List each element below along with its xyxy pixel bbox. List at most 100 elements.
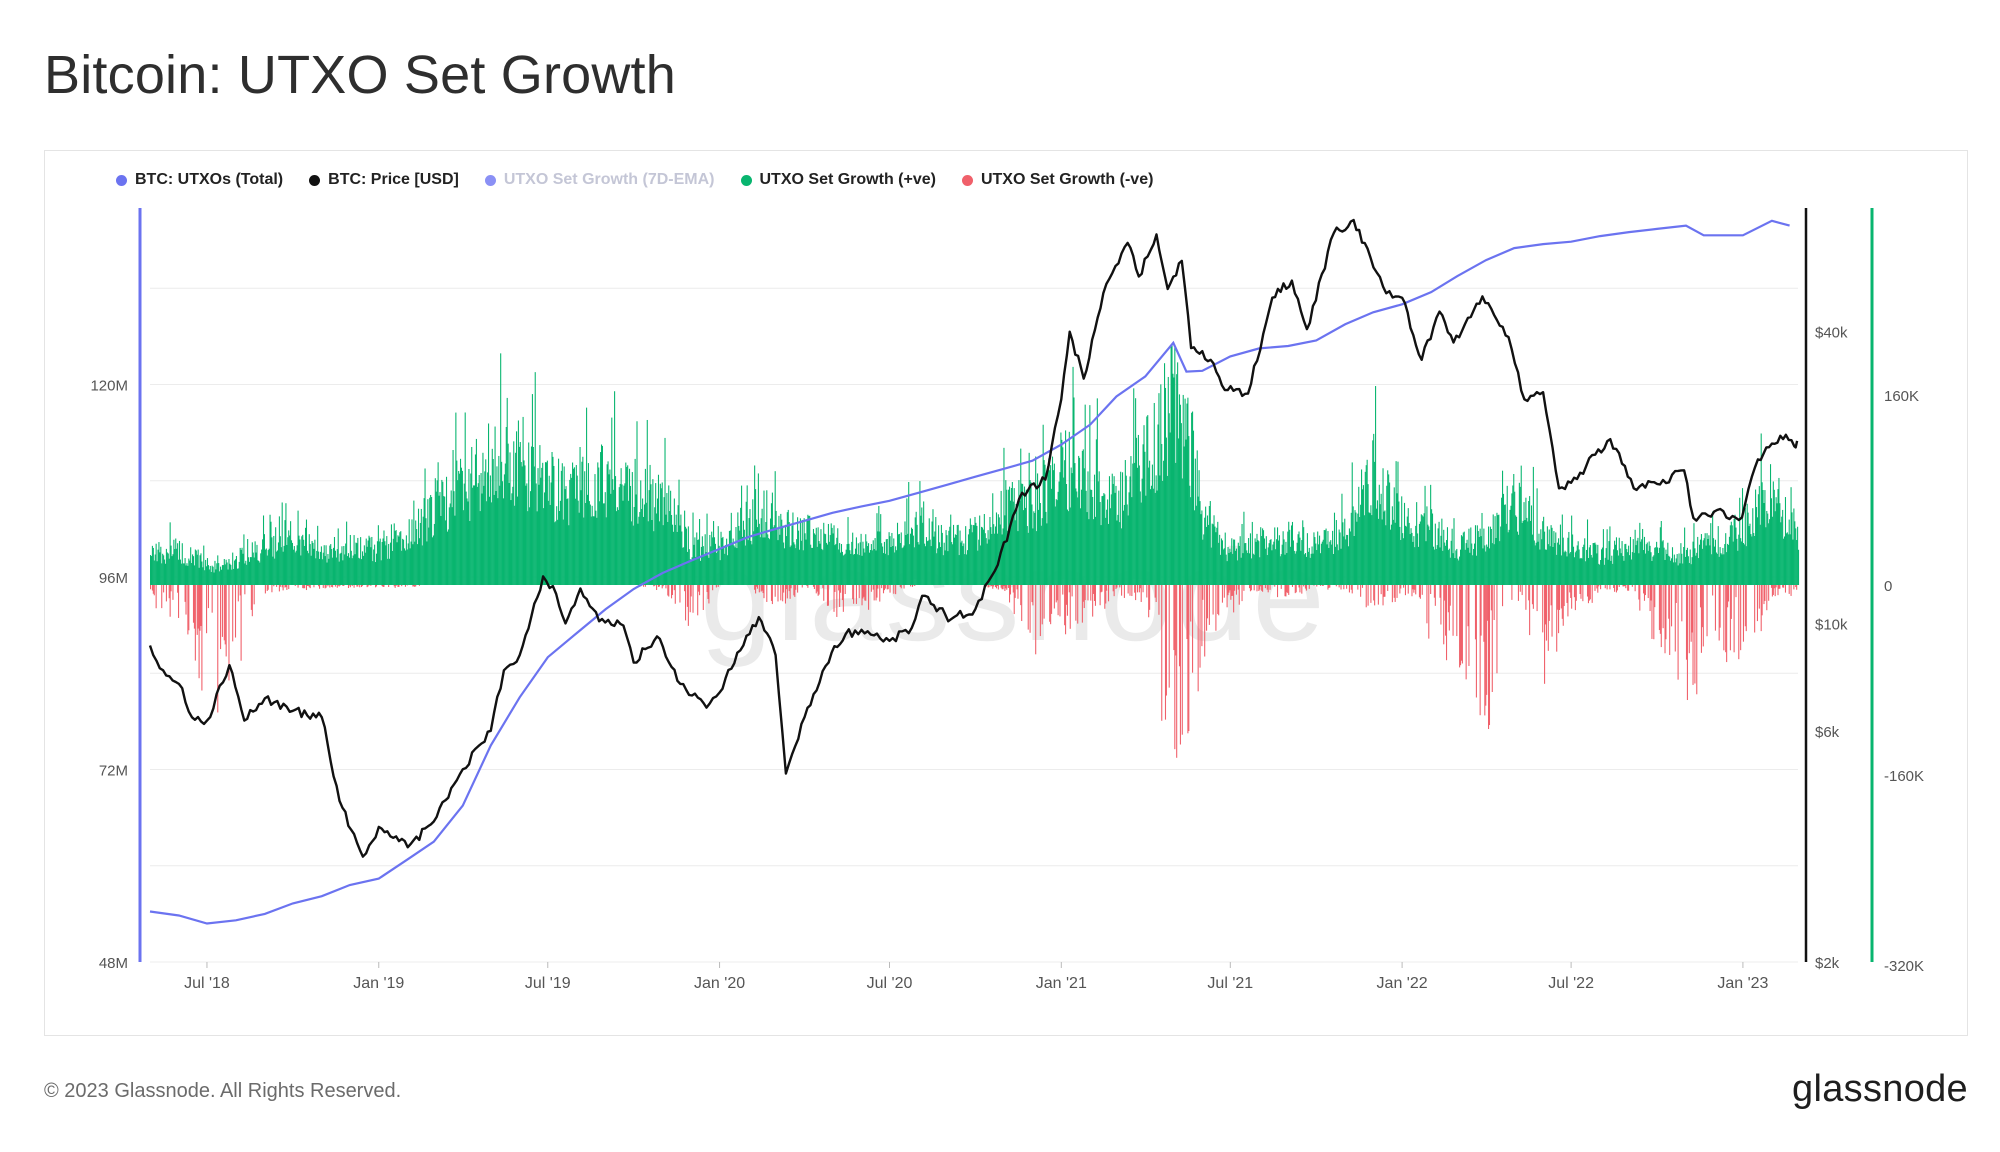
growth-bar-positive: [1150, 485, 1153, 585]
growth-bar-positive: [1647, 550, 1649, 585]
growth-bar-positive: [1069, 507, 1071, 585]
growth-bar-positive: [814, 534, 816, 585]
legend-item-utxos-total[interactable]: BTC: UTXOs (Total): [116, 171, 283, 189]
growth-bar-positive: [645, 502, 647, 585]
growth-bar-negative: [1447, 585, 1449, 613]
growth-bar-positive: [729, 530, 731, 585]
growth-bar-positive: [804, 533, 806, 585]
growth-bar-positive: [1660, 521, 1662, 585]
legend-item-positive-growth[interactable]: UTXO Set Growth (+ve): [740, 171, 936, 189]
growth-bar-positive: [765, 522, 767, 585]
growth-bar-positive: [1596, 553, 1598, 585]
growth-bar-positive: [1713, 546, 1716, 585]
growth-bar-negative: [1075, 585, 1077, 621]
growth-bar-negative: [1119, 585, 1121, 588]
growth-bar-positive: [1427, 524, 1429, 585]
growth-bar-negative: [1768, 585, 1770, 601]
growth-bar-positive: [1699, 539, 1702, 585]
growth-bar-positive: [829, 535, 831, 585]
growth-bar-negative: [353, 585, 355, 588]
growth-bar-positive: [812, 528, 815, 585]
growth-bar-negative: [1178, 585, 1181, 667]
growth-bar-positive: [199, 555, 201, 585]
growth-bar-positive: [840, 552, 842, 585]
legend-item-negative-growth[interactable]: UTXO Set Growth (-ve): [961, 171, 1153, 189]
growth-bar-positive: [815, 527, 817, 585]
growth-bar-positive: [604, 492, 606, 585]
growth-bar-positive: [634, 458, 636, 585]
growth-bar-negative: [1374, 585, 1376, 606]
growth-bar-positive: [836, 537, 838, 585]
growth-bar-positive: [1192, 430, 1195, 585]
growth-bar-positive: [670, 490, 672, 585]
growth-bar-negative: [1099, 585, 1101, 606]
growth-bar-positive: [567, 498, 569, 585]
growth-bar-positive: [713, 537, 716, 585]
growth-bar-positive: [668, 485, 670, 585]
growth-bar-positive: [1547, 544, 1549, 585]
growth-bar-positive: [1797, 526, 1799, 585]
growth-bar-positive: [1601, 547, 1604, 585]
growth-bar-negative: [1261, 585, 1263, 591]
growth-bar-negative: [795, 585, 797, 590]
growth-bar-negative: [225, 585, 227, 657]
growth-bar-positive: [481, 493, 483, 585]
growth-bar-positive: [1730, 521, 1732, 585]
growth-bar-negative: [281, 585, 283, 588]
growth-bar-positive: [238, 561, 240, 585]
growth-bar-positive: [1373, 433, 1375, 585]
growth-bar-negative: [1002, 585, 1004, 590]
growth-bar-positive: [533, 466, 535, 585]
growth-bar-positive: [810, 544, 812, 585]
growth-bar-positive: [1385, 525, 1387, 585]
growth-bar-positive: [595, 510, 597, 585]
growth-bar-positive: [290, 540, 293, 585]
growth-bar-positive: [1316, 550, 1318, 585]
growth-bar-negative: [1115, 585, 1117, 590]
growth-bar-positive: [1775, 497, 1777, 585]
growth-bar-positive: [298, 535, 300, 585]
legend-item-price[interactable]: BTC: Price [USD]: [309, 171, 459, 189]
legend-item-ema[interactable]: UTXO Set Growth (7D-EMA): [484, 171, 715, 189]
growth-bar-positive: [913, 547, 915, 585]
growth-bar-positive: [1415, 525, 1417, 585]
growth-bar-negative: [834, 585, 836, 592]
growth-bar-positive: [1030, 482, 1032, 585]
growth-bar-negative: [1596, 585, 1598, 589]
growth-bar-positive: [1258, 541, 1260, 585]
growth-bar-positive: [828, 541, 830, 585]
growth-bar-positive: [726, 538, 728, 585]
growth-bar-positive: [1066, 509, 1068, 585]
growth-bar-negative: [754, 585, 756, 590]
growth-bar-positive: [1398, 501, 1400, 585]
growth-bar-positive: [324, 556, 326, 585]
growth-bar-positive: [1259, 557, 1261, 585]
growth-bar-positive: [1626, 549, 1628, 585]
growth-bar-negative: [686, 585, 688, 607]
growth-bar-positive: [628, 500, 630, 585]
growth-bar-negative: [1529, 585, 1531, 636]
growth-bar-positive: [1340, 548, 1342, 585]
growth-bar-positive: [346, 521, 348, 585]
growth-bar-positive: [530, 491, 532, 585]
growth-bar-positive: [706, 513, 708, 585]
growth-bar-negative: [1548, 585, 1550, 621]
growth-bar-positive: [1622, 555, 1624, 585]
growth-bar-positive: [1451, 528, 1453, 585]
growth-bar-positive: [232, 552, 234, 585]
growth-bar-positive: [966, 550, 969, 585]
growth-bar-positive: [1341, 493, 1343, 585]
growth-bar-negative: [343, 585, 345, 586]
growth-bar-positive: [1410, 528, 1412, 585]
growth-bar-positive: [304, 545, 306, 585]
growth-bar-positive: [1471, 543, 1473, 585]
growth-bar-positive: [1182, 394, 1184, 585]
growth-bar-positive: [895, 546, 897, 585]
growth-bar-negative: [1580, 585, 1582, 599]
growth-bar-positive: [1299, 537, 1301, 585]
growth-bar-positive: [1723, 554, 1725, 585]
growth-bar-positive: [1554, 542, 1556, 585]
growth-bar-negative: [801, 585, 803, 588]
growth-bar-positive: [1378, 484, 1380, 585]
growth-bar-positive: [1323, 530, 1325, 585]
